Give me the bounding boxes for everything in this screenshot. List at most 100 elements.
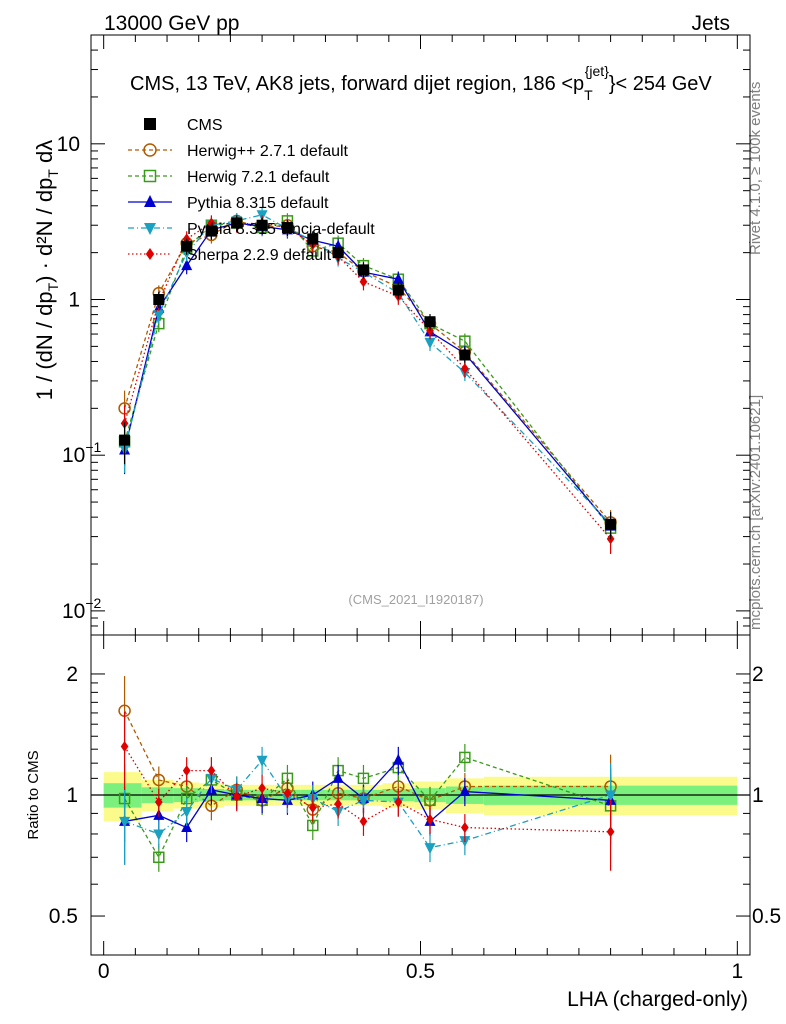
- ratio-y-tick-label-left: 2: [66, 663, 78, 686]
- data-point: [153, 310, 165, 322]
- data-point: [153, 294, 165, 306]
- ratio-data-point: [153, 851, 165, 864]
- ratio-panel: 2 2 1 1 0.5 0.5 0 0.5 1 Ratio to CMS LHA (charg…: [25, 634, 781, 1011]
- main-series-layer: [118, 207, 617, 554]
- ratio-data-point: [359, 815, 368, 827]
- svg-text:1 / (dN / dpT) · d²N / dpT dλ: 1 / (dN / dpT) · d²N / dpT dλ: [32, 140, 61, 400]
- x-tick-label: 0.5: [406, 960, 435, 983]
- main-y-tick-label-exponent: −2: [85, 595, 101, 611]
- series-cms: [119, 215, 617, 540]
- ratio-data-point: [606, 826, 615, 838]
- mcplots-label: mcplots.cern.ch [arXiv:2401.10621]: [747, 395, 764, 630]
- ratio-data-point: [119, 816, 131, 828]
- analysis-tag: (CMS_2021_I1920187): [348, 592, 483, 607]
- legend-marker: [144, 195, 156, 207]
- legend-label: Herwig 7.2.1 default: [187, 169, 330, 186]
- ratio-data-point: [256, 755, 268, 767]
- ratio-data-point: [424, 794, 436, 807]
- ratio-data-point: [461, 822, 469, 834]
- ratio-data-point: [181, 806, 193, 818]
- ratio-y-tick-label-right: 1: [752, 784, 764, 807]
- legend-label: Herwig++ 2.7.1 default: [187, 143, 349, 160]
- ratio-data-point: [258, 782, 266, 794]
- main-y-tick-label: 10−2: [62, 595, 102, 623]
- data-point: [424, 337, 436, 349]
- main-y-tick-labels: 10 1 10−1 10−2: [57, 133, 102, 623]
- ratio-data-point: [394, 796, 403, 808]
- data-point: [424, 316, 436, 328]
- x-axis-label: LHA (charged-only): [567, 988, 748, 1011]
- ratio-data-point: [154, 796, 163, 808]
- data-point: [605, 518, 617, 530]
- data-point: [392, 272, 404, 284]
- title-sub: T: [584, 87, 593, 103]
- data-point: [392, 284, 404, 296]
- legend-entry: Sherpa 2.2.9 default: [128, 247, 332, 264]
- legend-label: Pythia 8.315 default: [187, 195, 329, 212]
- data-point: [281, 222, 293, 234]
- ratio-y-tick-label-right: 0.5: [752, 905, 781, 928]
- legend-marker: [143, 169, 157, 183]
- ratio-data-point: [283, 787, 292, 799]
- ratio-series-line: [124, 759, 611, 829]
- legend-label: Pythia 8.315 vincia-default: [187, 221, 375, 238]
- legend-entry: Herwig 7.2.1 default: [128, 169, 330, 186]
- ratio-data-point: [332, 771, 344, 783]
- ratio-y-tick-label-left: 0.5: [49, 905, 78, 928]
- ratio-frame: [90, 634, 751, 956]
- data-point: [181, 240, 193, 252]
- data-point: [359, 276, 368, 288]
- legend-marker: [143, 143, 157, 157]
- ratio-series-sherpa-2-2-9-default: [120, 711, 615, 871]
- ratio-data-point: [392, 753, 404, 765]
- data-point: [231, 217, 243, 229]
- legend-entry: CMS: [144, 117, 223, 134]
- ratio-data-point: [182, 765, 191, 777]
- ratio-data-point: [424, 843, 436, 855]
- ratio-data-point: [605, 790, 617, 802]
- ratio-data-point: [308, 802, 317, 814]
- data-point: [332, 247, 344, 259]
- data-point: [357, 264, 369, 276]
- title-sup: {jet}: [585, 63, 609, 79]
- ratio-y-axis-label: Ratio to CMS: [25, 750, 42, 839]
- ratio-y-tick-label-left: 1: [66, 784, 78, 807]
- ratio-data-point: [153, 829, 165, 841]
- energy-label: 13000 GeV pp: [104, 12, 239, 35]
- main-panel: 10 1 10−1 10−2 CMS, 13 TeV, AK8 jets, forwa…: [32, 34, 751, 636]
- legend-entry: Pythia 8.315 default: [128, 195, 329, 212]
- series-pythia-8-315-default: [119, 215, 617, 542]
- legend-marker: [144, 118, 156, 130]
- data-point: [461, 363, 469, 375]
- main-y-tick-label: 10: [57, 133, 80, 156]
- legend-marker: [145, 248, 155, 260]
- data-point: [426, 325, 434, 337]
- ratio-data-point: [426, 813, 434, 825]
- legend-label: Sherpa 2.2.9 default: [187, 247, 332, 264]
- legend-marker: [144, 223, 156, 235]
- ratio-y-tick-label-right: 2: [752, 663, 764, 686]
- main-y-tick-label: 1: [68, 289, 80, 312]
- main-y-tick-label-exponent: −1: [85, 439, 101, 455]
- ratio-data-point: [334, 798, 342, 810]
- ratio-series-layer: [118, 676, 617, 872]
- data-point: [205, 225, 217, 237]
- main-y-tick-label: 10−1: [62, 439, 102, 467]
- ratio-series-line: [124, 759, 611, 849]
- chart-title: CMS, 13 TeV, AK8 jets, forward dijet reg…: [130, 63, 712, 103]
- main-y-axis-label: 1 / (dN / dpT) · d²N / dpT dλ: [32, 140, 61, 400]
- ratio-y-tick-labels: 2 2 1 1 0.5 0.5: [49, 663, 781, 928]
- ratio-data-point: [207, 765, 216, 777]
- legend-label: CMS: [187, 117, 223, 134]
- legend-entry: Herwig++ 2.7.1 default: [128, 143, 349, 160]
- legend: CMS Herwig++ 2.7.1 default Herwig 7.2.1 de…: [128, 117, 375, 264]
- ratio-x-tick-labels: 0 0.5 1: [98, 960, 743, 983]
- ratio-data-point: [181, 821, 193, 833]
- ratio-data-point: [232, 791, 241, 803]
- main-axis-ticks: [91, 34, 750, 636]
- title-lead: CMS, 13 TeV, AK8 jets, forward dijet reg…: [130, 73, 584, 95]
- x-tick-label: 1: [731, 960, 743, 983]
- legend-entry: Pythia 8.315 vincia-default: [128, 221, 375, 238]
- ratio-data-point: [357, 772, 370, 785]
